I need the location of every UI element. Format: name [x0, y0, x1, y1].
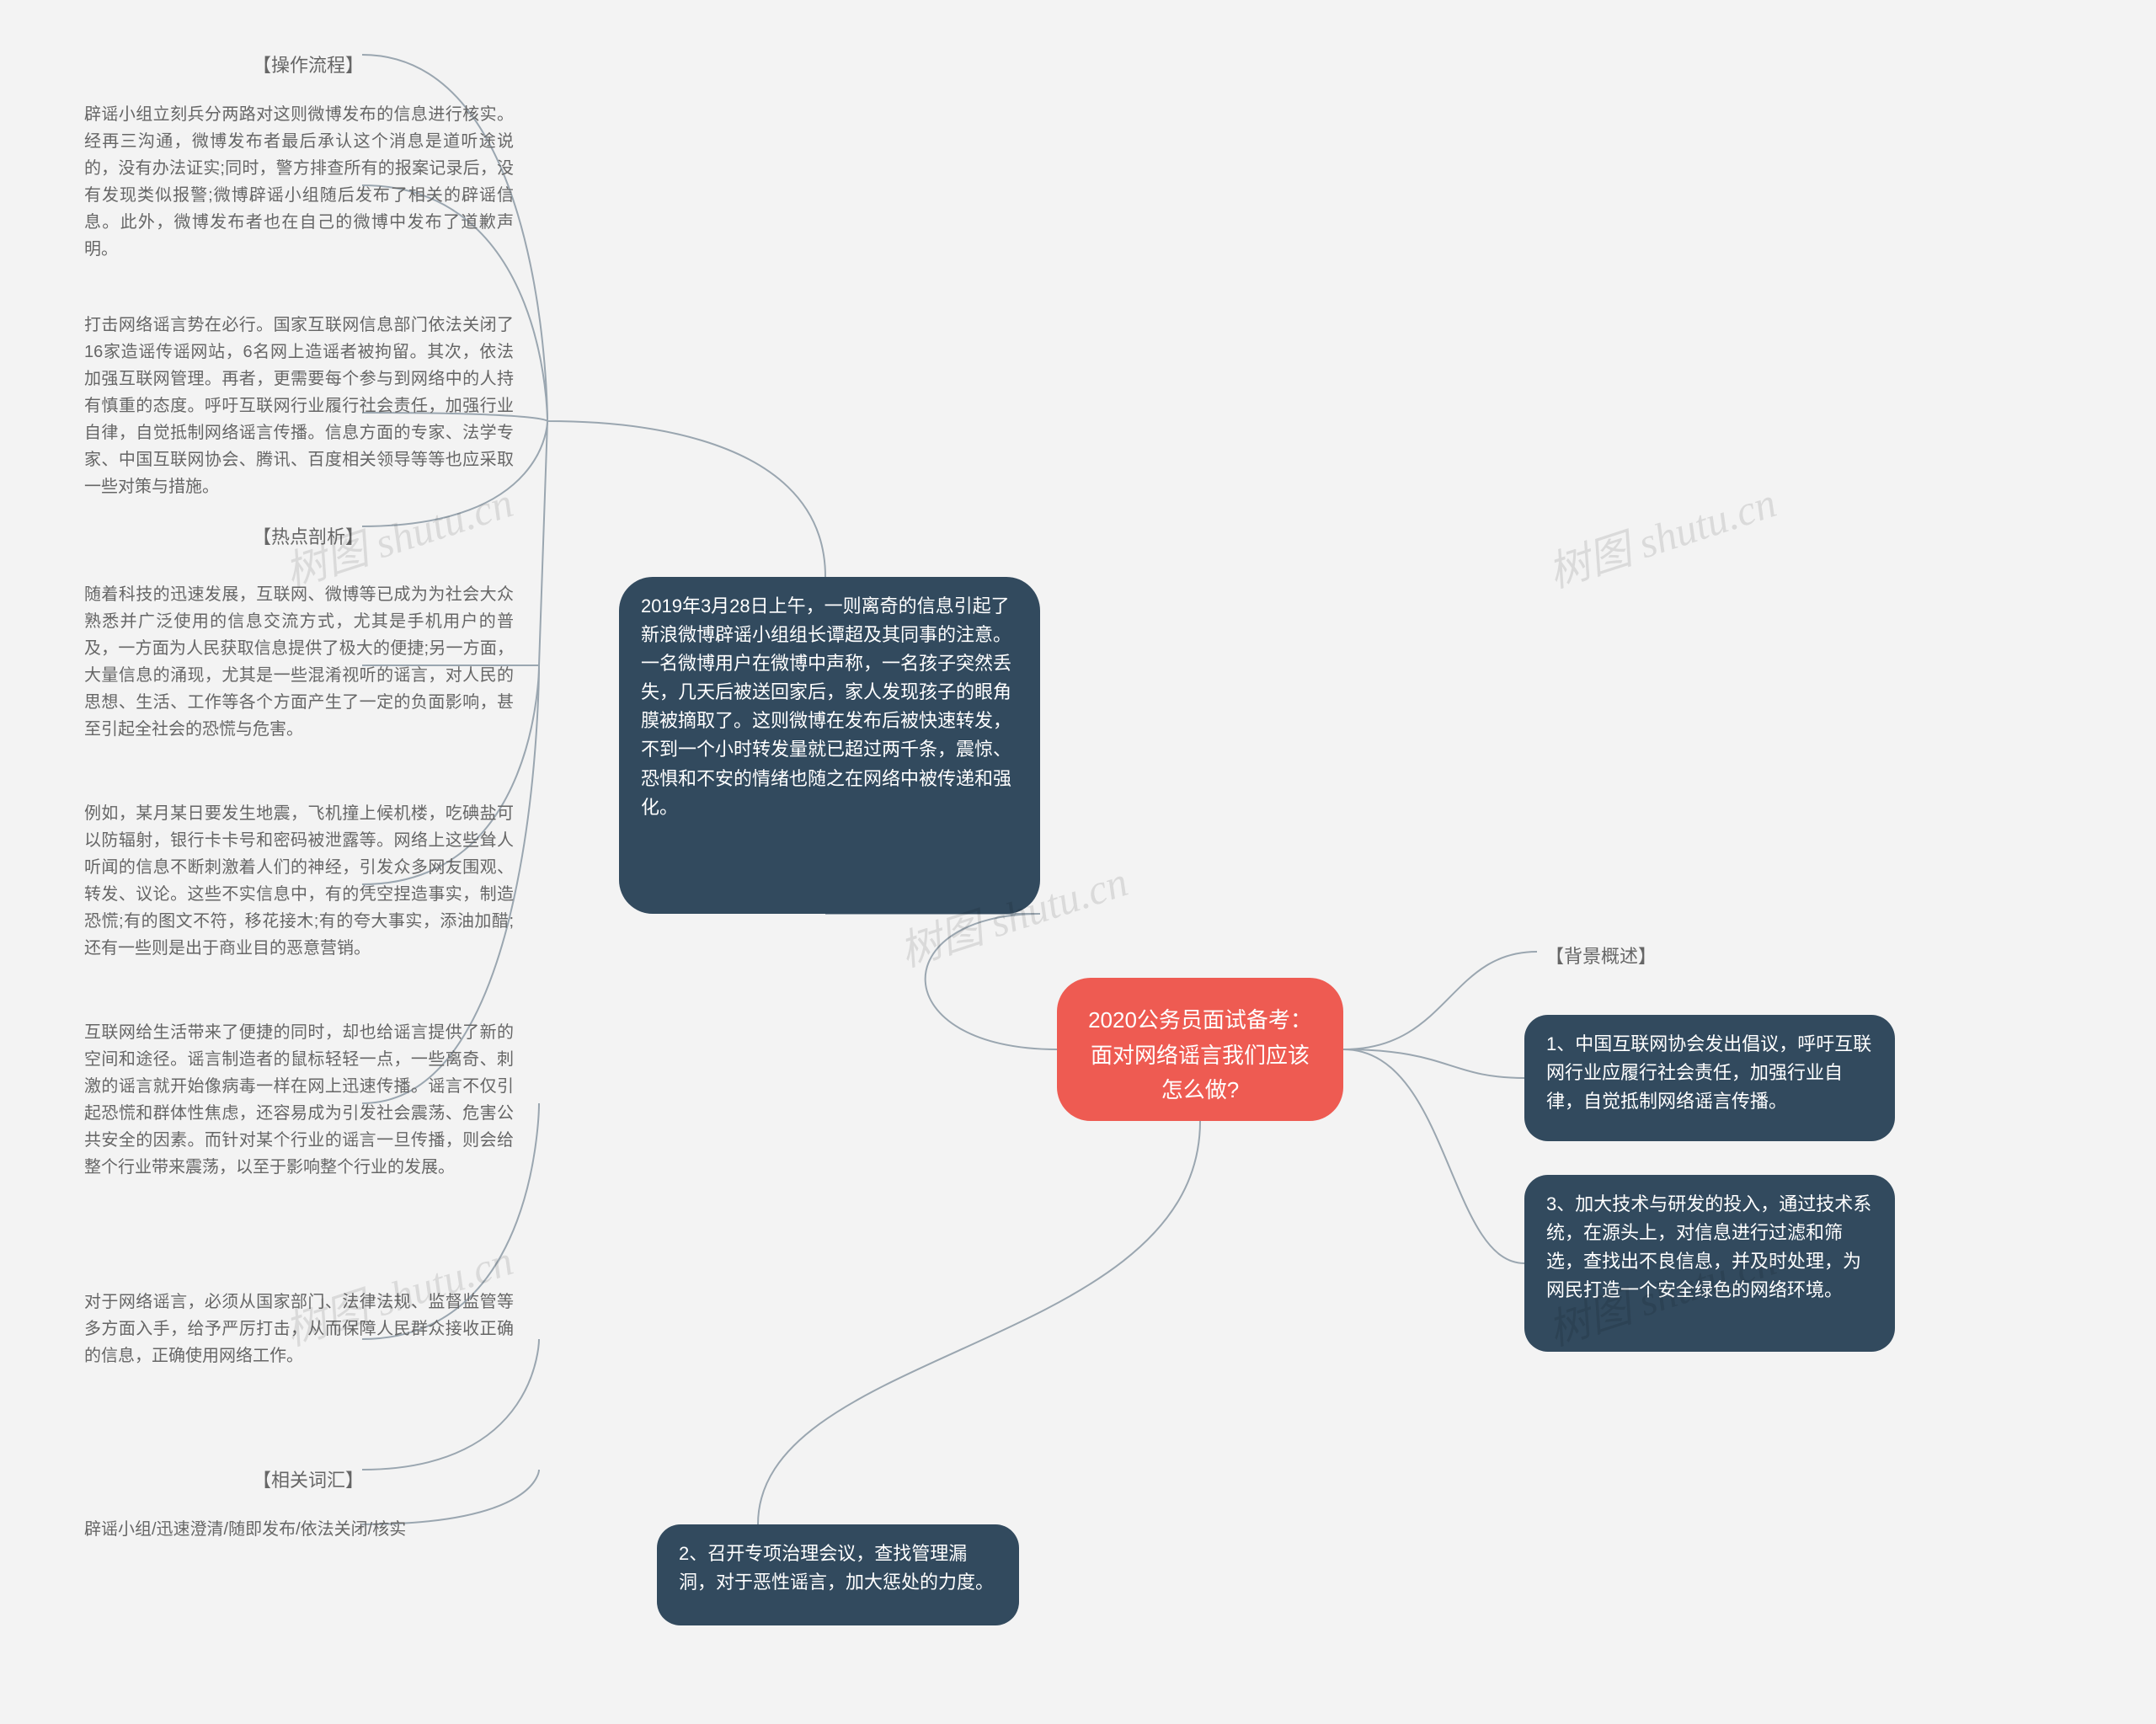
left-paragraph-7: 辟谣小组/迅速澄清/随即发布/依法关闭/核实: [84, 1516, 514, 1543]
watermark: 树图 shutu.cn: [1540, 469, 1783, 600]
left-paragraph-2: 打击网络谣言势在必行。国家互联网信息部门依法关闭了16家造谣传谣网站，6名网上造…: [84, 312, 514, 500]
measure-2-node: 2、召开专项治理会议，查找管理漏洞，对于恶性谣言，加大惩处的力度。: [657, 1524, 1019, 1625]
measure-3-node: 3、加大技术与研发的投入，通过技术系统，在源头上，对信息进行过滤和筛选，查找出不…: [1524, 1175, 1895, 1352]
edge: [825, 914, 1057, 1049]
story-node: 2019年3月28日上午，一则离奇的信息引起了新浪微博辟谣小组组长谭超及其同事的…: [619, 577, 1040, 914]
edge: [1343, 1049, 1524, 1078]
section-label-keywords: 【相关词汇】: [253, 1465, 364, 1492]
section-label-procedure: 【操作流程】: [253, 51, 364, 77]
left-paragraph-4: 例如，某月某日要发生地震，飞机撞上候机楼，吃碘盐可以防辐射，银行卡卡号和密码被泄…: [84, 800, 514, 962]
section-label-background: 【背景概述】: [1545, 942, 1657, 969]
edge: [1343, 952, 1537, 1049]
left-paragraph-3: 随着科技的迅速发展，互联网、微博等已成为为社会大众熟悉并广泛使用的信息交流方式，…: [84, 581, 514, 743]
edge: [1343, 1049, 1524, 1263]
root-node: 2020公务员面试备考：面对网络谣言我们应该怎么做?: [1057, 978, 1343, 1121]
left-paragraph-6: 对于网络谣言，必须从国家部门、法律法规、监督监管等多方面入手，给予严厉打击，从而…: [84, 1289, 514, 1369]
section-label-analysis: 【热点剖析】: [253, 522, 364, 549]
measure-1-node: 1、中国互联网协会发出倡议，呼吁互联网行业应履行社会责任，加强行业自律，自觉抵制…: [1524, 1015, 1895, 1141]
left-paragraph-5: 互联网给生活带来了便捷的同时，却也给谣言提供了新的空间和途径。谣言制造者的鼠标轻…: [84, 1019, 514, 1181]
edge: [758, 1121, 1200, 1524]
left-paragraph-1: 辟谣小组立刻兵分两路对这则微博发布的信息进行核实。经再三沟通，微博发布者最后承认…: [84, 101, 514, 263]
